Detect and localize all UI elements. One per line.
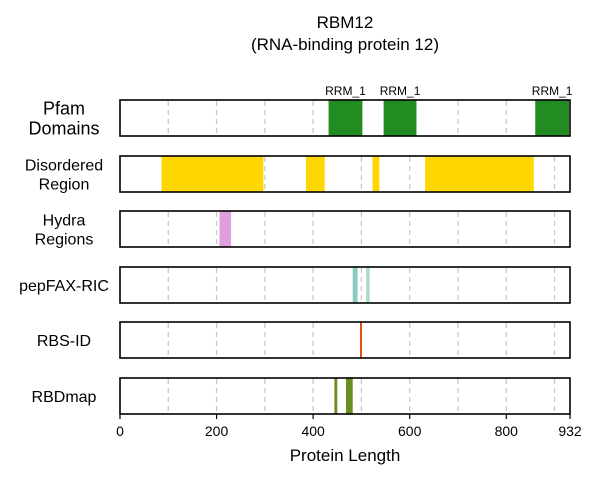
track-frame-0 xyxy=(119,99,571,137)
track-label-1-1: Region xyxy=(39,176,90,193)
chart-subtitle: (RNA-binding protein 12) xyxy=(251,35,439,54)
segment-label-0-0: RRM_1 xyxy=(325,84,366,98)
x-axis: 0 200 400 600 800 932 xyxy=(116,414,582,439)
segment-5-1 xyxy=(345,378,353,414)
x-tick-label-0: 0 xyxy=(116,423,124,439)
track-frame-2 xyxy=(119,210,571,248)
track-label-0-1: Domains xyxy=(28,118,99,138)
track-frame-3 xyxy=(119,266,571,304)
segment-0-2 xyxy=(535,100,570,136)
track-5: RBDmap xyxy=(32,377,571,415)
track-2: Hydra Regions xyxy=(35,210,571,248)
track-label-3-0: pepFAX-RIC xyxy=(19,278,109,295)
segment-label-0-2: RRM_1 xyxy=(532,84,573,98)
x-tick-label-5: 932 xyxy=(558,423,582,439)
segment-1-1 xyxy=(305,156,325,192)
segment-label-0-1: RRM_1 xyxy=(380,84,421,98)
segment-0-0 xyxy=(328,100,363,136)
track-label-2-0: Hydra xyxy=(43,212,86,229)
track-frame-1 xyxy=(119,155,571,193)
track-4: RBS-ID xyxy=(37,321,571,359)
x-tick-label-1: 200 xyxy=(205,423,229,439)
track-frame-4 xyxy=(119,321,571,359)
x-tick-label-2: 400 xyxy=(301,423,325,439)
segment-3-0 xyxy=(352,267,358,303)
segment-3-1 xyxy=(366,267,370,303)
track-label-4-0: RBS-ID xyxy=(37,333,91,350)
track-frame-5 xyxy=(119,377,571,415)
track-label-1-0: Disordered xyxy=(25,157,103,174)
segment-1-3 xyxy=(425,156,534,192)
x-tick-label-3: 600 xyxy=(398,423,422,439)
segment-2-0 xyxy=(219,211,232,247)
segment-1-2 xyxy=(372,156,380,192)
segment-4-0 xyxy=(359,322,362,358)
x-axis-label: Protein Length xyxy=(290,446,401,465)
segment-0-1 xyxy=(383,100,417,136)
chart-title: RBM12 xyxy=(317,13,374,32)
segment-1-0 xyxy=(161,156,264,192)
track-3: pepFAX-RIC xyxy=(19,266,571,304)
track-1: Disordered Region xyxy=(25,155,571,193)
track-label-5-0: RBDmap xyxy=(32,389,97,406)
track-label-2-1: Regions xyxy=(35,231,94,248)
x-tick-label-4: 800 xyxy=(495,423,519,439)
segment-5-0 xyxy=(334,378,338,414)
track-label-0-0: Pfam xyxy=(43,98,85,118)
